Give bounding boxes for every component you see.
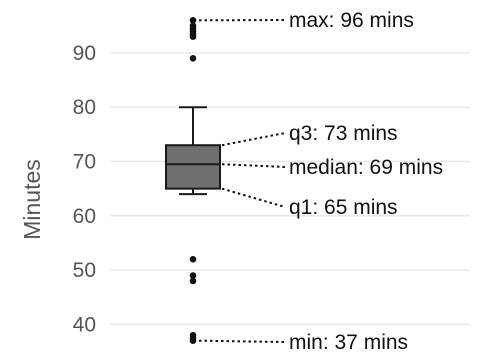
y-axis-ticks: 40 50 60 70 80 90 <box>73 42 96 336</box>
outlier-points <box>189 17 197 344</box>
annotation-label: min: 37 mins <box>289 331 408 354</box>
y-tick-label: 50 <box>73 259 96 282</box>
y-tick-label: 60 <box>73 205 96 228</box>
y-tick-label: 90 <box>73 42 96 65</box>
outlier-point <box>189 277 197 285</box>
outlier-point <box>189 55 197 62</box>
annotations: max: 96 mins q3: 73 mins median: 69 mins q1… <box>198 9 443 354</box>
box-plot <box>165 106 221 196</box>
annotation-label: q3: 73 mins <box>289 122 398 145</box>
annotation-label: q1: 65 mins <box>289 196 398 219</box>
grid-lines <box>110 52 470 326</box>
annotation-leader <box>221 132 286 147</box>
outlier-point <box>189 255 197 263</box>
outlier-point <box>189 17 197 24</box>
annotation-label: median: 69 mins <box>289 156 443 179</box>
annotation-leader <box>198 339 286 343</box>
y-tick-label: 70 <box>73 151 96 174</box>
outlier-point <box>189 272 197 279</box>
y-axis-title: Minutes <box>19 159 45 240</box>
iqr-box <box>165 144 221 190</box>
y-tick-label: 80 <box>73 96 96 119</box>
y-tick-label: 40 <box>73 313 96 336</box>
outlier-point <box>189 337 197 344</box>
annotation-leader <box>221 187 286 208</box>
annotation-label: max: 96 mins <box>289 9 414 32</box>
outlier-point <box>189 33 197 40</box>
annotation-leader <box>221 163 286 168</box>
